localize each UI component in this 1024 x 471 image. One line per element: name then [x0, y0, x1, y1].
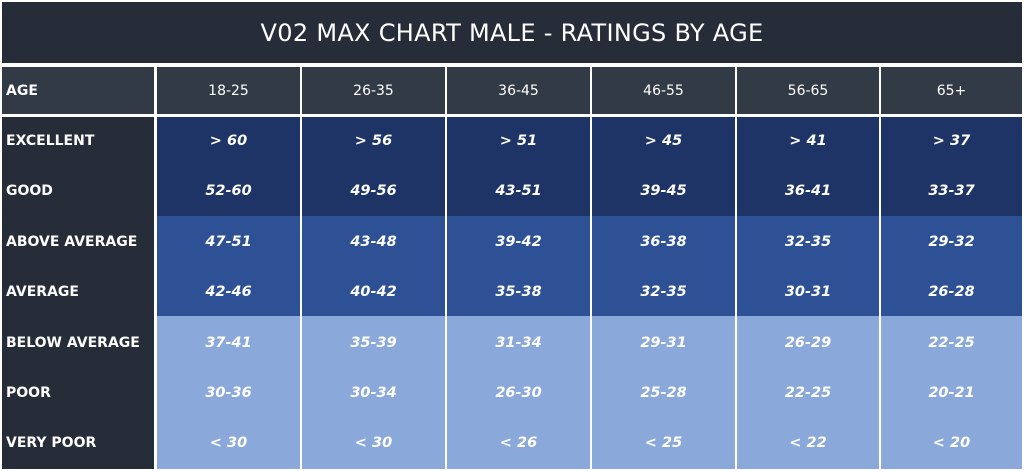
- table-cell: 29-31: [640, 335, 687, 351]
- band-excellent-good-col-1: [157, 117, 300, 216]
- table-cell: 32-35: [640, 284, 687, 300]
- table-cell: 47-51: [205, 234, 252, 250]
- table-cell: 26-28: [928, 284, 975, 300]
- table-cell: 49-56: [350, 183, 397, 199]
- table-cell: < 30: [209, 435, 248, 451]
- band-excellent-good-col-6: [881, 117, 1022, 216]
- table-cell: 43-51: [495, 183, 542, 199]
- band-below-average-col-4: [592, 316, 735, 469]
- table-cell: < 26: [499, 435, 538, 451]
- band-below-average-col-2: [302, 316, 445, 469]
- band-excellent-good-col-3: [447, 117, 590, 216]
- band-average-col-1: [157, 216, 300, 316]
- row-label-column: [2, 117, 154, 469]
- header-age-65plus: 65+: [881, 67, 1022, 114]
- table-cell: 26-29: [784, 335, 832, 351]
- header-age-5665: 56-65: [737, 67, 879, 114]
- table-cell: < 20: [932, 435, 971, 451]
- table-cell: < 30: [354, 435, 393, 451]
- band-below-average-col-3: [447, 316, 590, 469]
- table-cell: 22-25: [928, 335, 975, 351]
- band-average-col-6: [881, 216, 1022, 316]
- row-label-excellent: EXCELLENT: [6, 133, 95, 149]
- band-average-col-4: [592, 216, 735, 316]
- table-cell: < 25: [644, 435, 683, 451]
- table-cell: 30-31: [784, 284, 832, 300]
- band-below-average-col-5: [737, 316, 879, 469]
- table-cell: 40-42: [350, 284, 397, 300]
- chart-title-text: V02 MAX CHART MALE - RATINGS BY AGE: [260, 18, 764, 47]
- band-excellent-good-col-4: [592, 117, 735, 216]
- table-cell: 35-38: [495, 284, 542, 300]
- table-cell: > 37: [932, 133, 971, 149]
- table-cell: 39-45: [640, 183, 687, 199]
- table-cell: 37-41: [205, 335, 252, 351]
- row-label-below-average: BELOW AVERAGE: [6, 335, 140, 351]
- table-cell: 33-37: [928, 183, 975, 199]
- header-age-2635: 26-35: [302, 67, 445, 114]
- header-age-3645: 36-45: [447, 67, 590, 114]
- band-excellent-good-col-2: [302, 117, 445, 216]
- table-cell: 22-25: [784, 385, 832, 401]
- table-cell: 39-42: [495, 234, 542, 250]
- table-cell: 20-21: [928, 385, 975, 401]
- table-cell: > 56: [354, 133, 393, 149]
- table-cell: 36-41: [784, 183, 832, 199]
- band-below-average-col-6: [881, 316, 1022, 469]
- chart-title: V02 MAX CHART MALE - RATINGS BY AGE: [2, 2, 1022, 63]
- row-label-very-poor: VERY POOR: [6, 435, 97, 451]
- table-cell: > 45: [644, 133, 683, 149]
- table-cell: 35-39: [350, 335, 397, 351]
- table-cell: 26-30: [495, 385, 542, 401]
- table-cell: 25-28: [640, 385, 687, 401]
- table-cell: > 41: [789, 133, 827, 149]
- table-cell: 52-60: [205, 183, 252, 199]
- row-label-good: GOOD: [6, 183, 53, 199]
- header-age-1825: 18-25: [157, 67, 300, 114]
- table-cell: < 22: [789, 435, 827, 451]
- table-cell: > 51: [499, 133, 538, 149]
- row-label-average: AVERAGE: [6, 284, 79, 300]
- header-age-4655: 46-55: [592, 67, 735, 114]
- table-cell: 29-32: [928, 234, 975, 250]
- table-cell: 43-48: [350, 234, 397, 250]
- table-cell: 30-34: [350, 385, 397, 401]
- table-cell: 32-35: [784, 234, 832, 250]
- band-average-col-3: [447, 216, 590, 316]
- header-age: AGE: [2, 67, 154, 114]
- band-excellent-good-col-5: [737, 117, 879, 216]
- band-average-col-2: [302, 216, 445, 316]
- table-cell: 42-46: [205, 284, 252, 300]
- table-cell: > 60: [209, 133, 248, 149]
- row-label-poor: POOR: [6, 385, 51, 401]
- table-cell: 36-38: [640, 234, 687, 250]
- table-cell: 30-36: [205, 385, 252, 401]
- table-cell: 31-34: [495, 335, 542, 351]
- row-label-above-average: ABOVE AVERAGE: [6, 234, 138, 250]
- band-below-average-col-1: [157, 316, 300, 469]
- band-average-col-5: [737, 216, 879, 316]
